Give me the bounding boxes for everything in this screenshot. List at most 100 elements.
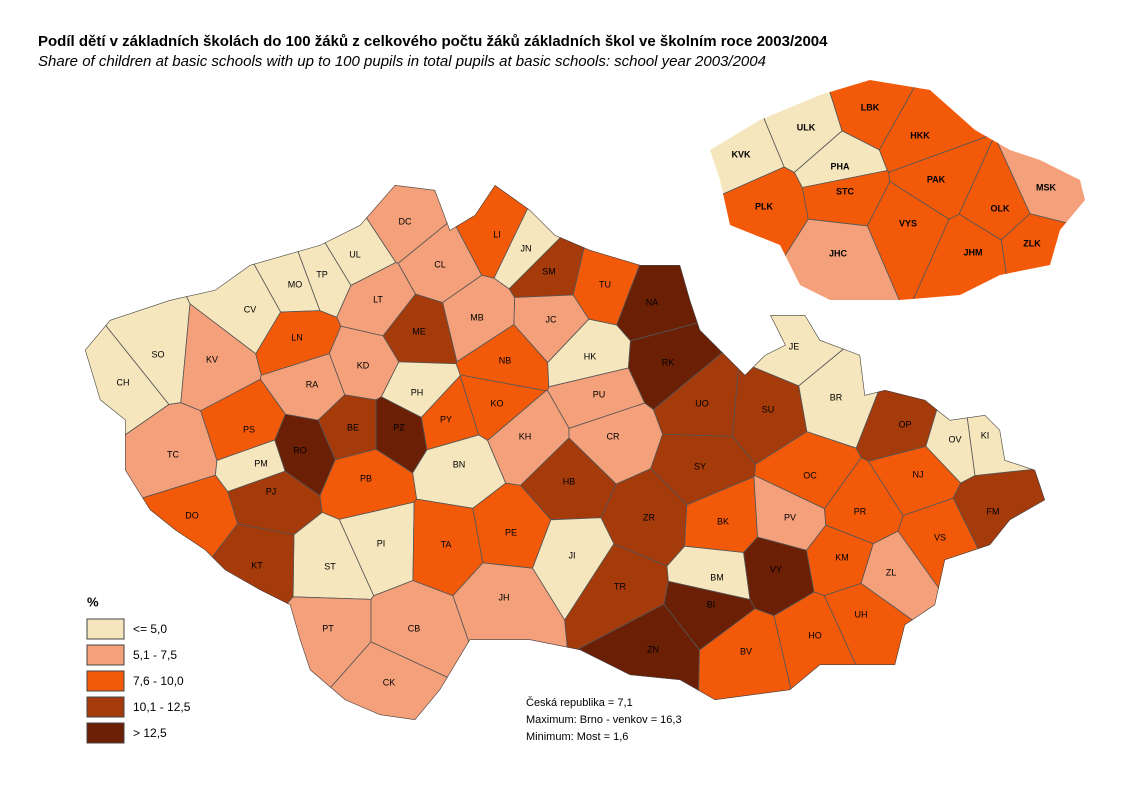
district-code: BI <box>707 599 716 609</box>
district-code: PH <box>411 387 424 397</box>
district-code: VY <box>770 564 782 574</box>
district-code: ZL <box>886 567 897 577</box>
district-code: JI <box>568 550 575 560</box>
district-code: BE <box>347 422 359 432</box>
district-code: PI <box>377 538 386 548</box>
legend-label: > 12,5 <box>133 726 167 740</box>
district-code: SU <box>762 404 775 414</box>
district-code: NA <box>646 297 659 307</box>
district-code: BV <box>740 646 752 656</box>
district-code: PR <box>854 506 867 516</box>
district-code: MO <box>288 279 303 289</box>
legend-label: <= 5,0 <box>133 622 167 636</box>
district-code: OP <box>898 419 911 429</box>
legend-swatch <box>86 618 125 640</box>
district-code: CK <box>383 677 396 687</box>
district-area <box>710 166 809 300</box>
district-code: ST <box>324 561 336 571</box>
district-code: RA <box>306 379 319 389</box>
district-code: KH <box>519 431 532 441</box>
district-code: LI <box>493 229 501 239</box>
district-code: KV <box>206 354 218 364</box>
district-code: ZR <box>643 512 655 522</box>
district-code: VS <box>934 532 946 542</box>
district-code: NB <box>499 355 512 365</box>
district-code: SO <box>151 349 164 359</box>
district-code: UL <box>349 249 361 259</box>
district-code: JHM <box>963 247 982 257</box>
district-code: KD <box>357 360 370 370</box>
district-code: DC <box>399 216 412 226</box>
district-code: MSK <box>1036 182 1057 192</box>
notes: Česká republika = 7,1 Maximum: Brno - ven… <box>526 696 682 743</box>
district-code: OV <box>948 434 961 444</box>
legend-label: 10,1 - 12,5 <box>133 700 191 714</box>
district-area <box>1000 213 1085 300</box>
district-code: TA <box>441 539 452 549</box>
district-code: ME <box>412 326 426 336</box>
district-code: PZ <box>393 422 405 432</box>
district-code: KVK <box>731 149 751 159</box>
district-code: PS <box>243 424 255 434</box>
legend-swatch <box>86 670 125 692</box>
district-code: JE <box>789 341 800 351</box>
district-area <box>823 582 1045 720</box>
district-code: UH <box>855 609 868 619</box>
district-code: BN <box>453 459 466 469</box>
title: Podíl dětí v základních školách do 100 ž… <box>38 33 828 50</box>
district-code: JHC <box>829 248 848 258</box>
district-code: FM <box>987 506 1000 516</box>
district-code: HO <box>808 630 822 640</box>
district-area <box>165 596 372 720</box>
district-code: TU <box>599 279 611 289</box>
district-code: BR <box>830 392 843 402</box>
legend-swatch <box>86 722 125 744</box>
district-code: PJ <box>266 486 277 496</box>
district-code: PAK <box>927 174 946 184</box>
district-code: UO <box>695 398 709 408</box>
district-code: BK <box>717 516 729 526</box>
district-code: HKK <box>910 130 930 140</box>
district-code: VYS <box>899 218 917 228</box>
note: Maximum: Brno - venkov = 16,3 <box>526 714 682 726</box>
district-code: ULK <box>797 122 816 132</box>
district-code: LBK <box>861 102 880 112</box>
district-code: KI <box>981 430 990 440</box>
district-code: RK <box>662 357 675 367</box>
legend-label: 7,6 - 10,0 <box>133 674 184 688</box>
legend-swatch <box>86 644 125 666</box>
district-code: PY <box>440 414 452 424</box>
district-code: KM <box>835 552 849 562</box>
district-code: NJ <box>913 469 924 479</box>
district-code: LT <box>373 294 383 304</box>
district-code: TR <box>614 581 626 591</box>
district-code: SY <box>694 461 706 471</box>
note: Minimum: Most = 1,6 <box>526 731 628 743</box>
district-code: PLK <box>755 201 774 211</box>
district-code: JN <box>521 243 532 253</box>
district-code: ZN <box>647 644 659 654</box>
district-code: OLK <box>991 203 1010 213</box>
district-code: HB <box>563 476 576 486</box>
district-code: MB <box>470 312 484 322</box>
district-code: OC <box>803 470 817 480</box>
legend-title: % <box>87 594 99 609</box>
district-code: SM <box>542 266 556 276</box>
district-code: PU <box>593 389 606 399</box>
district-code: PV <box>784 512 796 522</box>
district-area <box>952 465 1045 720</box>
legend-label: 5,1 - 7,5 <box>133 648 177 662</box>
district-code: JH <box>499 592 510 602</box>
district-code: CB <box>408 623 421 633</box>
district-code: PHA <box>830 161 850 171</box>
district-code: KO <box>490 398 503 408</box>
district-code: BM <box>710 572 724 582</box>
district-code: LN <box>291 332 303 342</box>
district-code: JC <box>546 314 558 324</box>
district-code: STC <box>836 186 855 196</box>
district-code: PB <box>360 473 372 483</box>
district-code: KT <box>251 560 263 570</box>
district-code: PE <box>505 527 517 537</box>
district-code: CR <box>607 431 620 441</box>
